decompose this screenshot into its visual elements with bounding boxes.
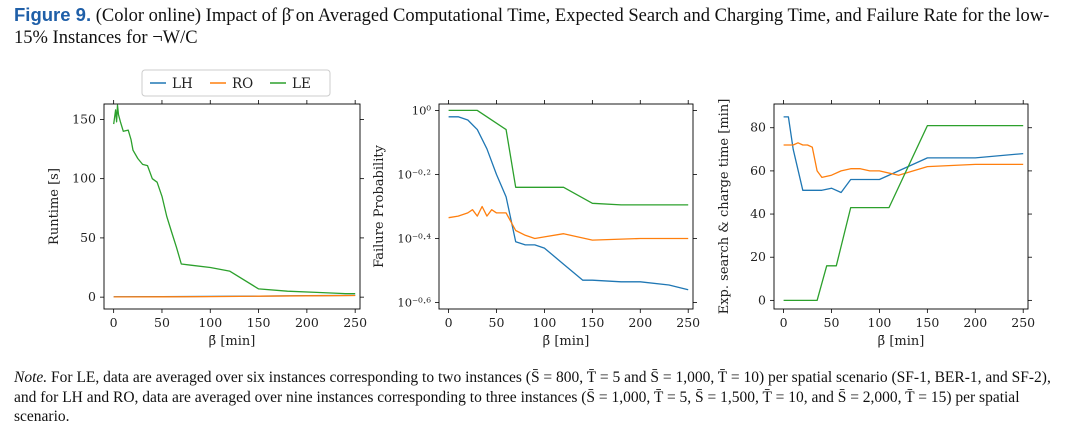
y-tick-label: 40 (750, 206, 766, 221)
x-tick-label: 150 (247, 315, 271, 330)
x-tick-label: 50 (154, 315, 170, 330)
x-axis-label: β̄ [min] (878, 334, 925, 349)
series-line-le (113, 104, 356, 295)
plot-frame (103, 103, 361, 310)
series-line-ro (113, 294, 356, 298)
y-tick-label: 80 (750, 120, 766, 135)
y-tick-label: 10⁰ (412, 103, 432, 117)
y-tick-label: 10⁻⁰·² (397, 167, 431, 181)
series-line-ro (448, 205, 689, 241)
caption-text: (Color online) Impact of β̄ on Averaged … (14, 6, 1050, 48)
chart-3: 0 50 100 150 200 250 0 20 40 60 80 β̄ [min] Exp. sea… (717, 99, 1035, 349)
x-tick-label: 100 (198, 315, 222, 330)
plot-frame (438, 103, 694, 310)
y-axis-label: Runtime [s] (47, 168, 62, 245)
figure-label: Figure 9. (14, 4, 92, 25)
legend-label-lh: LH (172, 76, 193, 92)
x-tick-label: 250 (676, 315, 700, 330)
x-tick-label: 150 (915, 315, 939, 330)
y-tick-label: 50 (80, 230, 96, 245)
x-tick-label: 50 (489, 315, 505, 330)
y-axis-label: Failure Probability (372, 144, 387, 267)
chart-1: 0 50 100 150 200 250 0 50 100 150 β̄ [min] Runtime … (47, 100, 367, 349)
series-line-le (783, 124, 1024, 302)
x-tick-label: 250 (343, 315, 367, 330)
figure-note: Note. For LE, data are averaged over six… (14, 368, 1064, 427)
x-tick-label: 100 (533, 315, 557, 330)
y-tick-label: 20 (750, 249, 766, 264)
x-tick-label: 50 (824, 315, 840, 330)
series-line-le (448, 109, 689, 206)
x-tick-label: 200 (628, 315, 652, 330)
x-tick-label: 0 (445, 315, 453, 330)
x-tick-label: 100 (868, 315, 892, 330)
series-line-lh (448, 116, 689, 291)
y-tick-label: 10⁻⁰·⁶ (397, 296, 431, 310)
plot-frame (773, 103, 1029, 310)
x-tick-label: 200 (963, 315, 987, 330)
legend: LH RO LE (141, 69, 331, 97)
note-label: Note. (14, 369, 48, 386)
figure-caption: Figure 9. (Color online) Impact of β̄ on… (14, 4, 1064, 49)
legend-label-le: LE (292, 76, 311, 92)
chart-2: 0 50 100 150 200 250 10⁰ 10⁻⁰·² 10⁻⁰·⁴ 10⁻⁰·⁶ β̄ [… (372, 100, 700, 349)
y-tick-label: 150 (72, 111, 96, 126)
y-tick-label: 10⁻⁰·⁴ (397, 232, 431, 246)
y-tick-label: 60 (750, 163, 766, 178)
series-line-lh (783, 116, 1024, 194)
x-tick-label: 250 (1011, 315, 1035, 330)
y-tick-label: 0 (758, 292, 766, 307)
x-tick-label: 0 (780, 315, 788, 330)
series-line-ro (783, 142, 1024, 179)
x-tick-label: 150 (580, 315, 604, 330)
note-text: For LE, data are averaged over six insta… (14, 369, 1051, 425)
legend-box (141, 69, 331, 97)
y-axis-label: Exp. search & charge time [min] (717, 99, 732, 315)
x-tick-label: 0 (110, 315, 118, 330)
x-axis-label: β̄ [min] (209, 334, 256, 349)
x-tick-label: 200 (295, 315, 319, 330)
y-tick-label: 100 (72, 171, 96, 186)
legend-label-ro: RO (232, 76, 253, 92)
x-axis-label: β̄ [min] (543, 334, 590, 349)
y-tick-label: 0 (88, 289, 96, 304)
